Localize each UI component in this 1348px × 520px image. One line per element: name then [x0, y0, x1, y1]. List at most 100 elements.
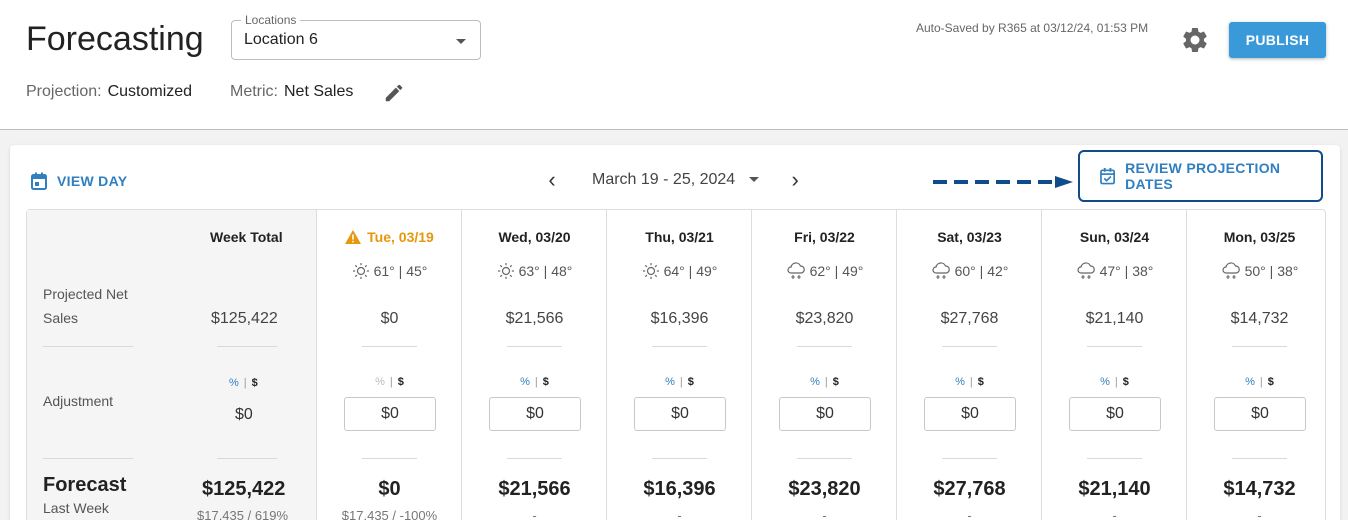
toggle-divider: | [389, 376, 393, 388]
toggle-divider: | [1259, 376, 1263, 388]
divider [507, 458, 562, 459]
adjustment-toggle[interactable]: % | $ [1187, 376, 1332, 388]
temperature-range: 60° | 42° [954, 263, 1009, 279]
day-column: Fri, 03/22 62° | 49° $23,820% | $ $0 $23,820 - [752, 210, 897, 520]
day-header: Wed, 03/20 [462, 229, 607, 245]
dollar-toggle[interactable]: $ [397, 376, 404, 388]
projection-label: Projection: [26, 83, 102, 100]
location-select-value: Location 6 [244, 31, 318, 48]
divider [652, 458, 707, 459]
adjustment-input[interactable]: $0 [489, 397, 581, 431]
location-select[interactable]: Locations Location 6 [231, 13, 481, 60]
forecast-value: $16,396 [643, 478, 716, 500]
adjustment-toggle[interactable]: % | $ [462, 376, 607, 388]
adjustment-toggle[interactable]: % | $ [1042, 376, 1187, 388]
date-range[interactable]: March 19 - 25, 2024 [592, 171, 736, 188]
dashed-arrow-annotation [933, 176, 1073, 188]
divider [1087, 346, 1142, 347]
adjustment-input[interactable]: $0 [344, 397, 436, 431]
chevron-right-icon[interactable]: › [791, 167, 799, 192]
last-week-value: $17,435 / -100% [341, 508, 438, 520]
cloud-snow-icon [1077, 262, 1095, 279]
projection-info: Projection: Customized [26, 83, 192, 101]
day-header: Fri, 03/22 [752, 229, 897, 245]
date-range-dropdown[interactable] [749, 177, 760, 183]
calendar-check-icon [1100, 167, 1116, 185]
percent-toggle[interactable]: % [665, 376, 675, 388]
adjustment-toggle[interactable]: % | $ [752, 376, 897, 388]
adjustment-input[interactable]: $0 [924, 397, 1016, 431]
calendar-icon [31, 172, 47, 190]
week-total-forecast: $125,422 [202, 478, 286, 500]
metric-label: Metric: [230, 83, 278, 100]
divider [942, 458, 997, 459]
chevron-down-icon [456, 39, 466, 44]
projected-net-sales: $0 [380, 310, 399, 327]
adjustment-input[interactable]: $0 [779, 397, 871, 431]
dollar-toggle[interactable]: $ [977, 376, 984, 388]
percent-toggle[interactable]: % [810, 376, 820, 388]
weather-forecast: 60° | 42° [897, 262, 1042, 280]
adjustment-input[interactable]: $0 [1069, 397, 1161, 431]
dollar-toggle[interactable]: $ [687, 376, 694, 388]
page-title: Forecasting [26, 20, 204, 58]
day-label: Sun, 03/24 [1079, 229, 1150, 245]
forecast-value: $21,566 [498, 478, 571, 500]
chevron-left-icon[interactable]: ‹ [548, 167, 556, 192]
autosave-status: Auto-Saved by R365 at 03/12/24, 01:53 PM [916, 21, 1149, 35]
adjustment-input[interactable]: $0 [634, 397, 726, 431]
percent-toggle[interactable]: % [375, 376, 385, 388]
divider [43, 458, 133, 459]
divider [43, 346, 133, 347]
dollar-toggle[interactable]: $ [1267, 376, 1274, 388]
cloud-snow-icon [1222, 262, 1240, 279]
dollar-toggle[interactable]: $ [832, 376, 839, 388]
pencil-icon[interactable] [383, 82, 405, 104]
week-adjustment-toggle[interactable]: % | $ [229, 377, 258, 389]
percent-toggle[interactable]: % [955, 376, 965, 388]
toggle-divider: | [243, 377, 247, 389]
day-column: Sun, 03/24 47° | 38° $21,140% | $ $0 $21,140 - [1042, 210, 1187, 520]
publish-button[interactable]: PUBLISH [1229, 22, 1326, 58]
percent-toggle[interactable]: % [229, 377, 239, 389]
sun-icon [642, 263, 659, 279]
day-label: Sat, 03/23 [937, 229, 1002, 245]
adjustment-toggle[interactable]: % | $ [607, 376, 752, 388]
percent-toggle[interactable]: % [520, 376, 530, 388]
forecast-value: $21,140 [1078, 478, 1151, 500]
temperature-range: 62° | 49° [809, 263, 864, 279]
adjustment-toggle[interactable]: % | $ [317, 376, 462, 388]
adjustment-input[interactable]: $0 [1214, 397, 1306, 431]
toggle-divider: | [969, 376, 973, 388]
dollar-toggle[interactable]: $ [1122, 376, 1129, 388]
day-column: Tue, 03/19 61° | 45° $0% | $ $0 $0 $17,435 / -1… [317, 210, 462, 520]
view-day-button[interactable]: VIEW DAY [31, 171, 127, 191]
day-column: Sat, 03/23 60° | 42° $27,768% | $ $0 $27,768 - [897, 210, 1042, 520]
divider [362, 346, 417, 347]
day-label: Fri, 03/22 [794, 229, 855, 245]
percent-toggle[interactable]: % [1100, 376, 1110, 388]
day-label: Tue, 03/19 [367, 229, 434, 245]
cloud-snow-icon [787, 262, 805, 279]
adjustment-toggle[interactable]: % | $ [897, 376, 1042, 388]
last-week-label: Last Week [43, 500, 109, 516]
forecast-value: $14,732 [1223, 478, 1296, 500]
location-select-label: Locations [241, 13, 301, 27]
forecast-grid: Projected Net Sales Week Total $125,422 … [26, 209, 1326, 520]
projected-net-sales: $14,732 [1230, 310, 1289, 327]
metric-value: Net Sales [284, 83, 354, 100]
day-label: Thu, 03/21 [645, 229, 714, 245]
dollar-toggle[interactable]: $ [251, 377, 258, 389]
weather-forecast: 63° | 48° [462, 262, 607, 280]
gear-icon[interactable] [1180, 25, 1210, 55]
chevron-down-icon [749, 177, 760, 182]
day-header: Thu, 03/21 [607, 229, 752, 245]
dollar-toggle[interactable]: $ [542, 376, 549, 388]
percent-toggle[interactable]: % [1245, 376, 1255, 388]
toggle-divider: | [1114, 376, 1118, 388]
review-projection-dates-button[interactable]: REVIEW PROJECTION DATES [1078, 150, 1323, 202]
forecast-value: $27,768 [933, 478, 1006, 500]
divider [362, 458, 417, 459]
warning-icon [345, 230, 362, 244]
week-total-projected: $125,422 [211, 310, 278, 327]
